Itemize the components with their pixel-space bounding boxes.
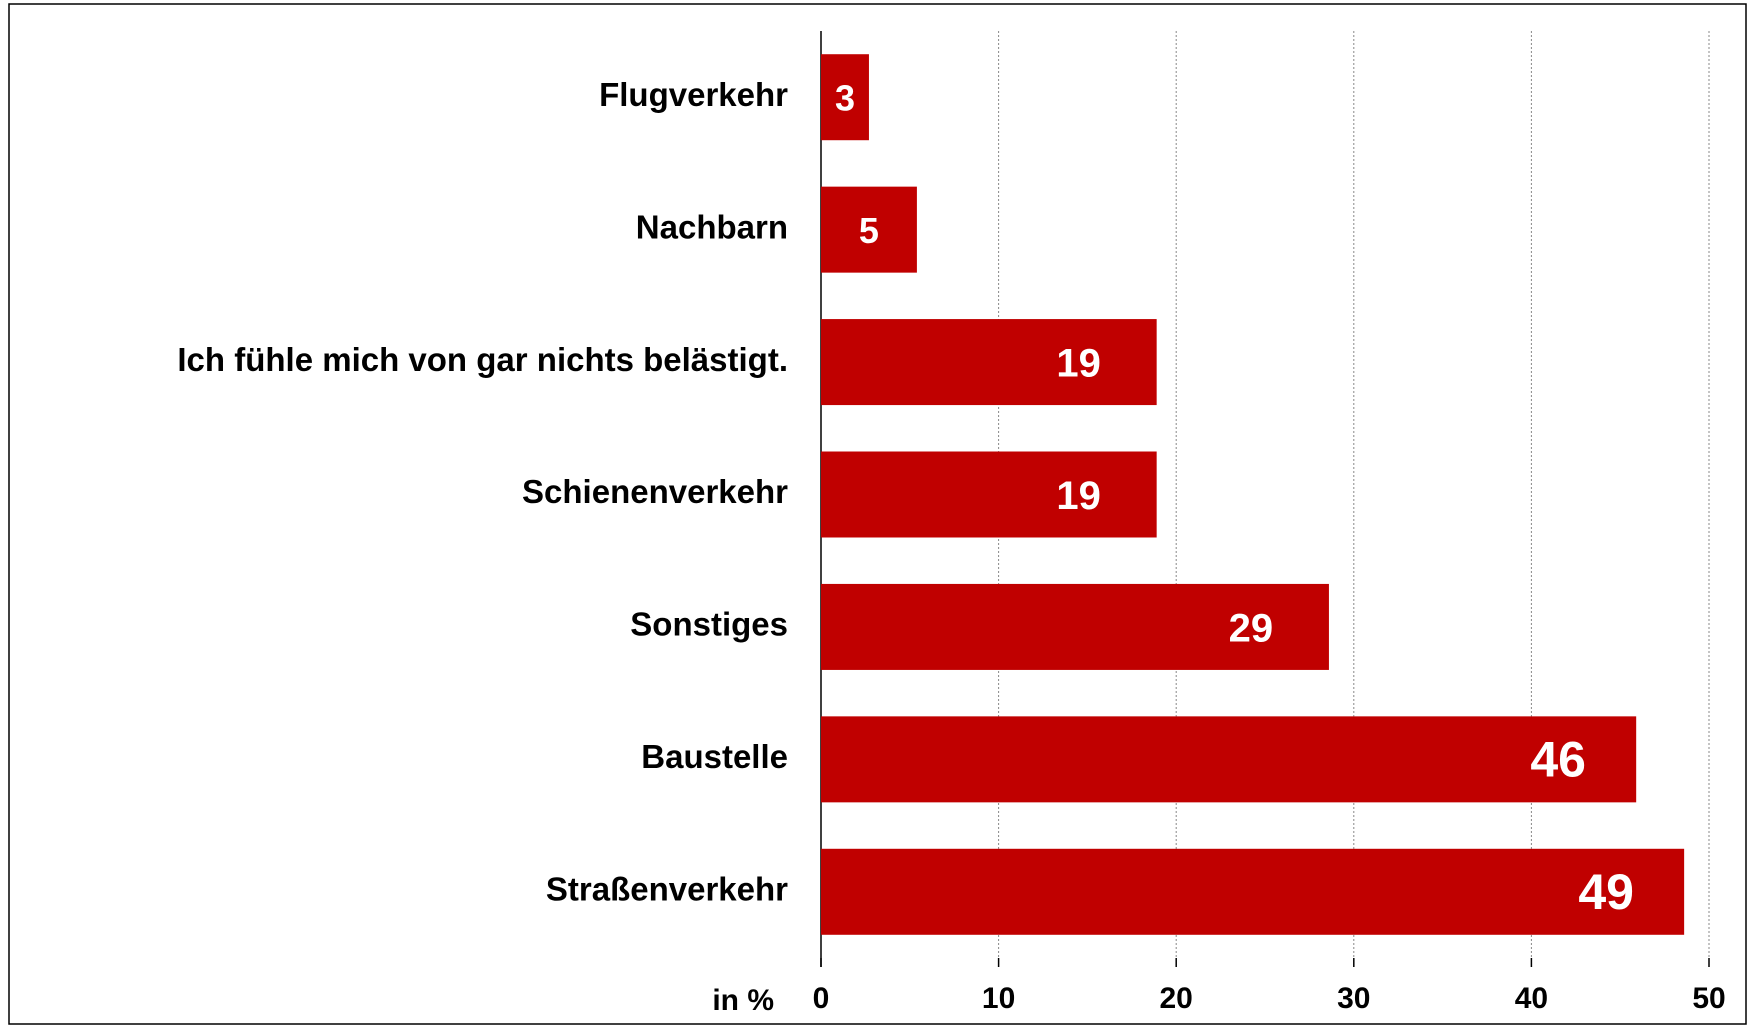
x-tick-label: 50 <box>1692 982 1725 1015</box>
y-tick-label: Nachbarn <box>636 208 788 245</box>
bar <box>821 54 869 141</box>
value-label: 29 <box>1229 606 1274 650</box>
bar <box>821 186 917 273</box>
x-tick-label: 0 <box>813 982 830 1015</box>
y-tick-label: Baustelle <box>641 738 788 775</box>
bar <box>821 583 1329 670</box>
bar <box>821 319 1157 406</box>
value-label: 19 <box>1056 474 1101 518</box>
bar <box>821 716 1637 803</box>
x-tick-label: 10 <box>982 982 1015 1015</box>
value-label: 19 <box>1056 342 1101 386</box>
bar <box>821 451 1157 538</box>
x-tick-label: 40 <box>1515 982 1548 1015</box>
bar <box>821 848 1685 935</box>
x-tick-label: 20 <box>1160 982 1193 1015</box>
value-label: 49 <box>1578 864 1634 920</box>
frame <box>8 3 1747 1025</box>
y-tick-label: Flugverkehr <box>599 76 788 113</box>
value-label: 3 <box>835 78 855 119</box>
y-tick-label: Ich fühle mich von gar nichts belästigt. <box>177 341 788 378</box>
value-label: 5 <box>859 210 879 251</box>
x-tick-label: 30 <box>1337 982 1370 1015</box>
x-axis-label: in % <box>712 984 774 1017</box>
y-tick-label: Sonstiges <box>630 606 788 643</box>
value-label: 46 <box>1530 732 1586 788</box>
y-tick-label: Straßenverkehr <box>546 871 788 908</box>
y-tick-label: Schienenverkehr <box>522 473 788 510</box>
